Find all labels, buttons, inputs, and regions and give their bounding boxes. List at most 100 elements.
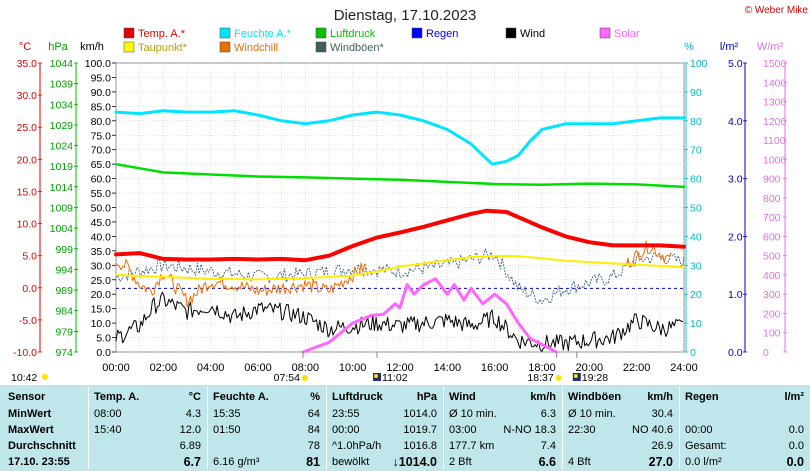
- tick-label-solar: 900: [763, 174, 781, 186]
- column-divider: [326, 387, 327, 469]
- cell-sub: Ø 10 min.: [568, 408, 616, 420]
- column-header: Temp. A.: [94, 391, 140, 403]
- tick-label-pressure: 1044: [50, 58, 74, 70]
- tick-label-rain: 0.0: [728, 347, 743, 359]
- tick-label-solar: 1300: [763, 97, 787, 109]
- tick-label-wind: 15.0: [91, 304, 112, 316]
- cell-value: 64: [307, 408, 320, 420]
- tick-label-temp: 10.0: [17, 219, 38, 231]
- column-divider: [88, 387, 89, 469]
- series-solar: [301, 277, 558, 354]
- cell-sub: 22:30: [568, 424, 596, 436]
- sun-icon: [555, 375, 562, 381]
- watermark: © Weber Mike: [745, 5, 809, 16]
- series-luftdruck: [114, 162, 686, 189]
- tick-label-solar: 1200: [763, 116, 787, 128]
- weather-chart: Dienstag, 17.10.2023 © Weber Mike Temp. A.…: [11, 5, 809, 384]
- tick-label-wind: 90.0: [91, 87, 112, 99]
- cell-value: 6.6: [538, 455, 556, 469]
- legend-swatch: [505, 27, 517, 39]
- tick-label-pressure: 989: [55, 285, 73, 297]
- series-wind: [115, 291, 684, 352]
- column-header: Feuchte A.: [213, 391, 269, 403]
- legend-swatch: [219, 27, 231, 39]
- tick-label-solar: 700: [763, 212, 781, 224]
- tick-label-wind: 80.0: [91, 116, 112, 128]
- cell-sub: 15:35: [213, 408, 241, 420]
- cell-sub: 23:55: [332, 408, 360, 420]
- column-header: Wind: [449, 391, 476, 403]
- tick-label-humidity: 60: [690, 174, 702, 186]
- tick-label-wind: 45.0: [91, 217, 112, 229]
- cell-value: 0.0: [786, 455, 804, 469]
- column-header: Luftdruck: [332, 391, 383, 403]
- tick-label-wind: 30.0: [91, 260, 112, 272]
- tick-label-rain: 2.0: [728, 231, 743, 243]
- tick-label-wind: 35.0: [91, 246, 112, 258]
- cell-sub: Gesamt:: [685, 440, 727, 452]
- tick-label-solar: 0: [763, 347, 769, 359]
- tick-label-wind: 95.0: [91, 72, 112, 84]
- tick-label-pressure: 974: [55, 347, 73, 359]
- tick-label-rain: 4.0: [728, 116, 743, 128]
- tick-label-solar: 1500: [763, 58, 787, 70]
- legend-label: Windböen*: [330, 42, 385, 54]
- tick-label-temp: 15.0: [17, 186, 38, 198]
- row-label-max: MaxWert: [8, 424, 54, 436]
- row-label-sensor: Sensor: [8, 391, 46, 403]
- tick-label-pressure: 1014: [50, 182, 74, 194]
- legend-label: Windchill: [234, 42, 278, 54]
- tick-label-wind: 40.0: [91, 231, 112, 243]
- column-header: Windböen: [568, 391, 622, 403]
- legend-label: Luftdruck: [330, 28, 376, 40]
- sun-event-label: 11:02: [382, 372, 408, 384]
- tick-label-wind: 85.0: [91, 101, 112, 113]
- cell-value: 84: [307, 424, 320, 436]
- tick-label-humidity: 80: [690, 116, 702, 128]
- legend-label: Taupunkt*: [138, 42, 188, 54]
- tick-label-pressure: 1024: [50, 141, 74, 153]
- tick-label-temp: 30.0: [17, 90, 38, 102]
- column-unit: l/m²: [784, 391, 804, 403]
- tick-label-wind: 75.0: [91, 130, 112, 142]
- axis-unit-pressure: hPa: [48, 41, 68, 53]
- column-divider: [443, 387, 444, 469]
- tick-label-humidity: 100: [690, 58, 708, 70]
- cell-value: 81: [306, 455, 320, 469]
- axis-unit-solar: W/m²: [757, 41, 784, 53]
- tick-label-wind: 25.0: [91, 275, 112, 287]
- series-windben: [115, 248, 685, 305]
- x-tick-label: 10:00: [339, 362, 367, 374]
- legend-label: Temp. A.*: [138, 28, 186, 40]
- cell-sub: 01:50: [213, 424, 241, 436]
- row-label-avg: Durchschnitt: [8, 440, 76, 452]
- series-taupunkt: [115, 254, 685, 281]
- column-unit: km/h: [530, 391, 556, 403]
- sun-icon: [42, 374, 48, 380]
- tick-label-solar: 600: [763, 231, 781, 243]
- cell-value: 6.3: [540, 408, 556, 420]
- tick-label-pressure: 1009: [50, 203, 74, 215]
- tick-label-humidity: 70: [690, 145, 702, 157]
- cell-sub: 6.16 g/m³: [213, 456, 260, 468]
- cell-sub: bewölkt: [332, 456, 370, 468]
- sun-event-label: 19:28: [582, 372, 608, 384]
- cell-value: 78: [307, 440, 320, 452]
- legend-swatch: [599, 27, 611, 39]
- row-label-current: 17.10. 23:55: [8, 456, 70, 468]
- x-tick-label: 12:00: [386, 362, 414, 374]
- cell-sub: ^1.0hPa/h: [332, 440, 382, 452]
- tick-label-humidity: 0: [690, 347, 696, 359]
- tick-label-wind: 55.0: [91, 188, 112, 200]
- sun-event-label: 07:54: [274, 372, 300, 384]
- legend-swatch: [123, 27, 135, 39]
- tick-label-temp: 35.0: [17, 58, 38, 70]
- tick-label-pressure: 984: [55, 306, 73, 318]
- tick-label-pressure: 999: [55, 244, 73, 256]
- row-label-min: MinWert: [8, 408, 52, 420]
- legend-label: Regen: [426, 28, 458, 40]
- tick-label-humidity: 50: [690, 203, 702, 215]
- legend-swatch: [315, 27, 327, 39]
- x-tick-label: 24:00: [670, 362, 698, 374]
- column-divider: [679, 387, 680, 469]
